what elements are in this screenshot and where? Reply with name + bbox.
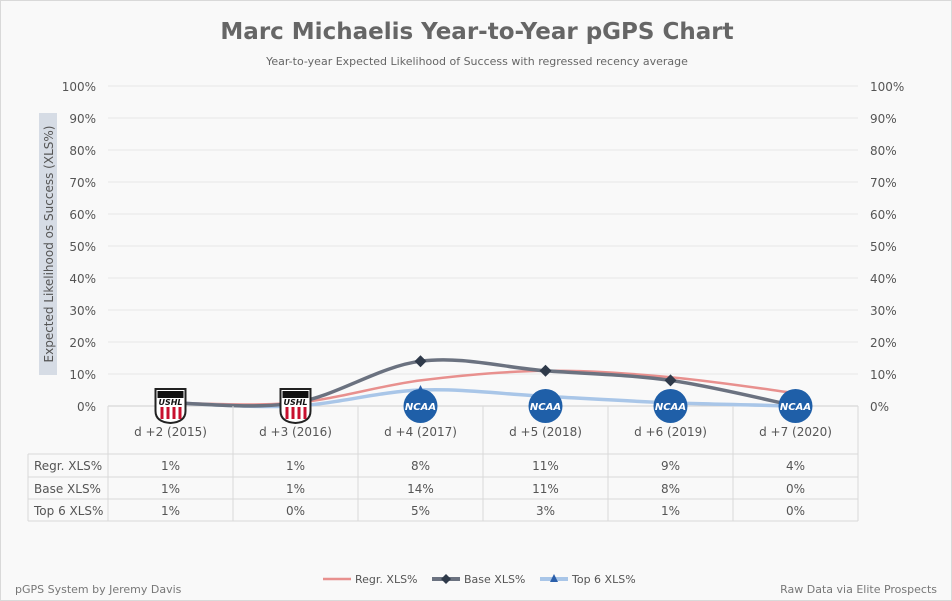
y-tick-label-right: 80% (870, 144, 897, 158)
ushl-logo-text: USHL (158, 398, 182, 407)
table-cell: 14% (407, 482, 434, 496)
data-point-diamond (539, 364, 552, 377)
y-tick-label-left: 30% (69, 304, 96, 318)
chart-title: Marc Michaelis Year-to-Year pGPS Chart (220, 19, 733, 45)
ushl-logo-stripe (303, 407, 307, 419)
y-tick-label-right: 20% (870, 336, 897, 350)
table-cell: 11% (532, 482, 559, 496)
x-tick-label: d +6 (2019) (634, 425, 707, 439)
ushl-logo-text: USHL (283, 398, 307, 407)
table-cell: 0% (786, 482, 805, 496)
series-line-1 (170, 358, 796, 408)
table-cell: 4% (786, 459, 805, 473)
table-row-label: Regr. XLS% (34, 459, 102, 473)
y-tick-label-left: 20% (69, 336, 96, 350)
table-row-label: Top 6 XLS% (33, 504, 103, 518)
y-tick-label-left: 0% (77, 400, 96, 414)
data-point-diamond (414, 355, 427, 368)
ncaa-logo-text: NCAA (780, 402, 811, 413)
ncaa-logo-text: NCAA (530, 402, 561, 413)
legend-diamond-icon (441, 574, 451, 584)
table-cell: 0% (286, 504, 305, 518)
ushl-logo-stripe (160, 407, 164, 419)
footer-left: pGPS System by Jeremy Davis (15, 583, 182, 596)
ushl-logo-stripe (297, 407, 301, 419)
y-tick-label-left: 80% (69, 144, 96, 158)
ncaa-logo-text: NCAA (405, 402, 436, 413)
footer-right: Raw Data via Elite Prospects (780, 583, 937, 596)
y-tick-label-right: 10% (870, 368, 897, 382)
ncaa-logo-icon (653, 389, 688, 423)
chart-subtitle: Year-to-year Expected Likelihood of Succ… (265, 55, 688, 68)
y-tick-label-right: 30% (870, 304, 897, 318)
x-tick-label: d +7 (2020) (759, 425, 832, 439)
legend-label[interactable]: Base XLS% (464, 573, 525, 586)
y-tick-label-right: 90% (870, 112, 897, 126)
y-tick-label-left: 50% (69, 240, 96, 254)
x-tick-label: d +3 (2016) (259, 425, 332, 439)
table-cell: 1% (286, 459, 305, 473)
table-cell: 1% (661, 504, 680, 518)
y-tick-label-right: 60% (870, 208, 897, 222)
x-tick-label: d +5 (2018) (509, 425, 582, 439)
ushl-logo-band (157, 391, 184, 398)
series-line-0 (170, 369, 796, 406)
ncaa-logo-icon (403, 389, 438, 423)
x-tick-label: d +4 (2017) (384, 425, 457, 439)
y-tick-label-left: 40% (69, 272, 96, 286)
y-tick-label-right: 70% (870, 176, 897, 190)
table-cell: 8% (661, 482, 680, 496)
table-cell: 9% (661, 459, 680, 473)
table-cell: 1% (161, 459, 180, 473)
ushl-logo-stripe (178, 407, 182, 419)
table-cell: 1% (161, 504, 180, 518)
ylabel-background (39, 113, 57, 375)
table-cell: 1% (286, 482, 305, 496)
data-point-diamond (664, 374, 677, 387)
table-cell: 5% (411, 504, 430, 518)
ushl-logo-stripe (285, 407, 289, 419)
ushl-logo-band (282, 391, 309, 398)
ncaa-logo-icon (778, 389, 813, 423)
table-cell: 1% (161, 482, 180, 496)
ncaa-logo-icon (528, 389, 563, 423)
table-cell: 8% (411, 459, 430, 473)
table-row-label: Base XLS% (34, 482, 101, 496)
legend-label[interactable]: Top 6 XLS% (571, 573, 636, 586)
y-tick-label-right: 40% (870, 272, 897, 286)
y-tick-label-right: 50% (870, 240, 897, 254)
y-tick-label-left: 100% (62, 80, 96, 94)
ncaa-logo-text: NCAA (655, 402, 686, 413)
table-cell: 0% (786, 504, 805, 518)
ushl-logo-stripe (172, 407, 176, 419)
table-cell: 3% (536, 504, 555, 518)
y-tick-label-left: 60% (69, 208, 96, 222)
ushl-logo-stripe (166, 407, 170, 419)
y-axis-label: Expected Likelihood os Success (XLS%) (42, 126, 56, 363)
table-cell: 11% (532, 459, 559, 473)
y-tick-label-right: 100% (870, 80, 904, 94)
legend-triangle-icon (550, 574, 558, 582)
ushl-logo-stripe (291, 407, 295, 419)
y-tick-label-right: 0% (870, 400, 889, 414)
legend-label[interactable]: Regr. XLS% (355, 573, 418, 586)
y-tick-label-left: 10% (69, 368, 96, 382)
x-tick-label: d +2 (2015) (134, 425, 207, 439)
y-tick-label-left: 70% (69, 176, 96, 190)
y-tick-label-left: 90% (69, 112, 96, 126)
